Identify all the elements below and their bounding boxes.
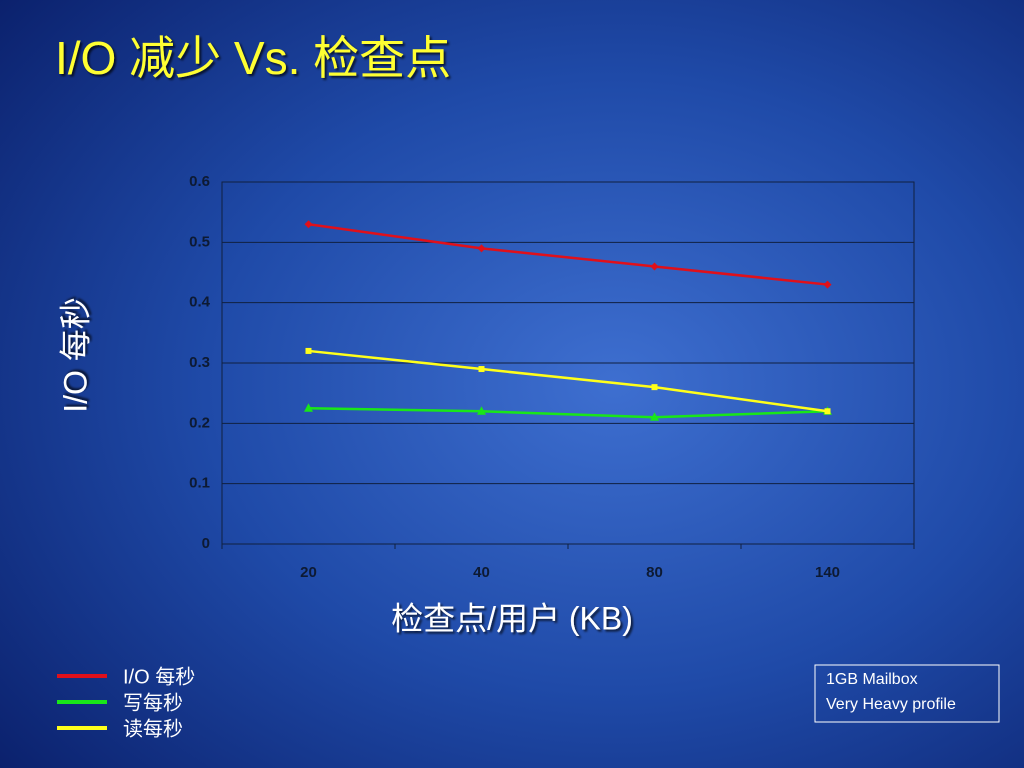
note-text: Very Heavy profile: [826, 696, 956, 713]
y-tick-label: 0.3: [189, 354, 210, 371]
data-point: [304, 220, 313, 229]
y-tick-label: 0.4: [189, 294, 211, 311]
x-tick-label: 140: [815, 564, 840, 581]
data-point: [824, 408, 831, 415]
y-axis-label: I/O 每秒: [57, 297, 93, 413]
data-point: [650, 262, 659, 271]
data-point: [823, 280, 832, 289]
legend-label: 读每秒: [123, 717, 183, 740]
series-line: [308, 349, 828, 413]
data-point: [477, 406, 486, 415]
y-tick-label: 0.1: [189, 475, 210, 492]
y-tick-label: 0.6: [189, 173, 210, 190]
y-tick-label: 0.5: [189, 233, 210, 250]
data-point: [305, 347, 312, 354]
data-point: [304, 403, 313, 412]
data-point: [478, 366, 485, 373]
legend-label: 写每秒: [123, 691, 183, 714]
note-text: 1GB Mailbox: [826, 671, 918, 688]
y-tick-label: 0.2: [189, 414, 210, 431]
note-box: [814, 664, 1000, 723]
x-tick-label: 20: [300, 564, 317, 581]
x-tick-label: 40: [473, 564, 490, 581]
y-tick-label: 0: [202, 535, 210, 552]
series-line: [308, 222, 828, 286]
data-point: [477, 244, 486, 253]
x-axis-label: 检查点/用户 (KB): [391, 600, 633, 636]
data-point: [650, 412, 659, 421]
series-line: [308, 407, 828, 419]
x-tick-label: 80: [646, 564, 663, 581]
legend-label: I/O 每秒: [123, 665, 195, 688]
data-point: [651, 384, 658, 391]
slide-title: I/O 减少 Vs. 检查点: [55, 32, 451, 84]
